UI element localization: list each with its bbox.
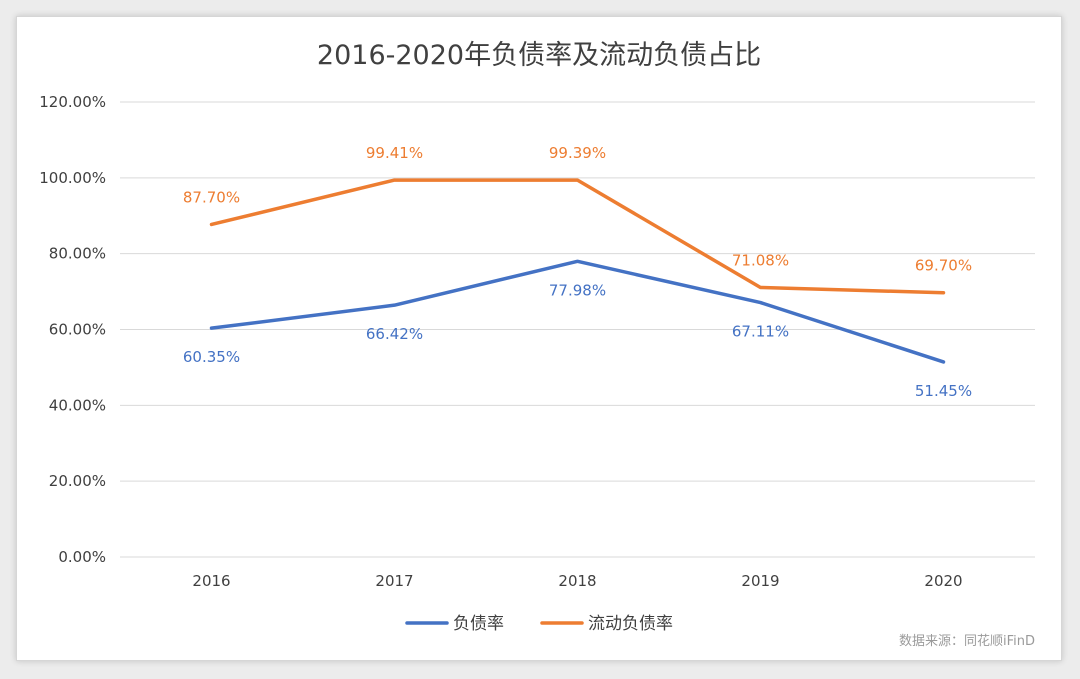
data-label: 99.41% bbox=[366, 144, 423, 162]
data-label: 69.70% bbox=[915, 257, 972, 275]
chart-frame: 2016-2020年负债率及流动负债占比 0.00% 20.00% 40.00% 60… bbox=[16, 16, 1062, 661]
legend-label: 负债率 bbox=[453, 614, 504, 634]
data-label: 71.08% bbox=[732, 251, 789, 269]
data-labels: 60.35% 66.42% 77.98% 67.11% 51.45% 87.70% 99.4… bbox=[183, 144, 972, 400]
y-tick-label: 100.00% bbox=[39, 169, 106, 187]
line-chart: 2016-2020年负债率及流动负债占比 0.00% 20.00% 40.00% 60… bbox=[39, 40, 1035, 649]
y-tick-label: 0.00% bbox=[58, 548, 106, 566]
y-tick-label: 40.00% bbox=[49, 396, 106, 414]
data-label: 67.11% bbox=[732, 323, 789, 341]
data-label: 51.45% bbox=[915, 382, 972, 400]
data-label: 99.39% bbox=[549, 144, 606, 162]
x-tick-label: 2019 bbox=[741, 572, 779, 590]
y-tick-label: 120.00% bbox=[39, 93, 106, 111]
x-tick-label: 2016 bbox=[192, 572, 230, 590]
grid-lines bbox=[120, 101, 1035, 558]
chart-title: 2016-2020年负债率及流动负债占比 bbox=[317, 40, 761, 71]
source-note: 数据来源：同花顺iFinD bbox=[899, 633, 1035, 649]
series-line bbox=[209, 178, 946, 295]
series-line bbox=[209, 259, 946, 364]
legend-label: 流动负债率 bbox=[588, 614, 673, 634]
y-tick-label: 80.00% bbox=[49, 245, 106, 263]
data-label: 60.35% bbox=[183, 348, 240, 366]
data-label: 66.42% bbox=[366, 325, 423, 343]
data-label: 77.98% bbox=[549, 281, 606, 299]
y-tick-label: 20.00% bbox=[49, 472, 106, 490]
x-tick-label: 2018 bbox=[558, 572, 596, 590]
x-tick-label: 2020 bbox=[924, 572, 962, 590]
x-axis-ticks: 2016 2017 2018 2019 2020 bbox=[192, 572, 962, 590]
data-label: 87.70% bbox=[183, 188, 240, 206]
legend: 负债率 流动负债率 bbox=[405, 614, 673, 634]
y-tick-label: 60.00% bbox=[49, 321, 106, 339]
series-lines bbox=[209, 178, 946, 364]
x-tick-label: 2017 bbox=[375, 572, 413, 590]
y-axis-ticks: 0.00% 20.00% 40.00% 60.00% 80.00% 100.00% 120.… bbox=[39, 93, 106, 566]
